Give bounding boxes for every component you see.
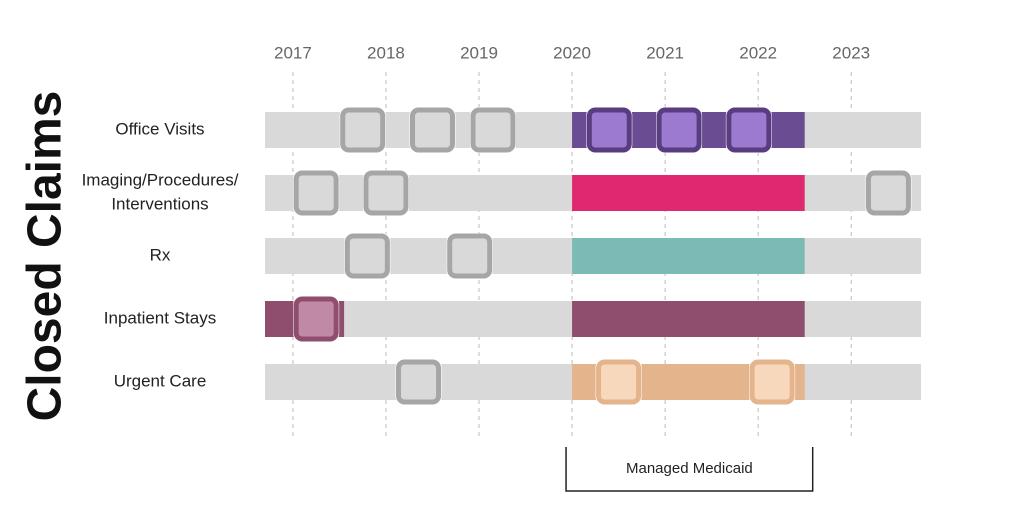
segment	[572, 175, 805, 211]
event	[293, 170, 339, 216]
x-tick-label: 2021	[646, 43, 684, 62]
x-tick-label: 2019	[460, 43, 498, 62]
row-label: Inpatient Stays	[104, 308, 216, 327]
row-label: Office Visits	[115, 119, 204, 138]
x-tick-label: 2020	[553, 43, 591, 62]
event	[409, 107, 455, 153]
row-label: Imaging/Procedures/	[82, 170, 239, 189]
event	[749, 359, 795, 405]
x-tick-label: 2018	[367, 43, 405, 62]
chart-title: Closed Claims	[19, 91, 72, 422]
x-tick-label: 2022	[739, 43, 777, 62]
event	[656, 107, 702, 153]
bracket-label: Managed Medicaid	[626, 460, 753, 477]
segment	[572, 238, 805, 274]
event	[596, 359, 642, 405]
event	[396, 359, 442, 405]
row-label: Rx	[150, 245, 171, 264]
row-label: Urgent Care	[114, 371, 207, 390]
event	[340, 107, 386, 153]
x-tick-label: 2023	[832, 43, 870, 62]
event	[865, 170, 911, 216]
event	[470, 107, 516, 153]
bracket	[565, 447, 814, 492]
event	[344, 233, 390, 279]
event	[586, 107, 632, 153]
event	[293, 296, 339, 342]
event	[726, 107, 772, 153]
event	[447, 233, 493, 279]
event	[363, 170, 409, 216]
x-tick-label: 2017	[274, 43, 312, 62]
segment	[572, 301, 805, 337]
row-label: Interventions	[111, 194, 208, 213]
